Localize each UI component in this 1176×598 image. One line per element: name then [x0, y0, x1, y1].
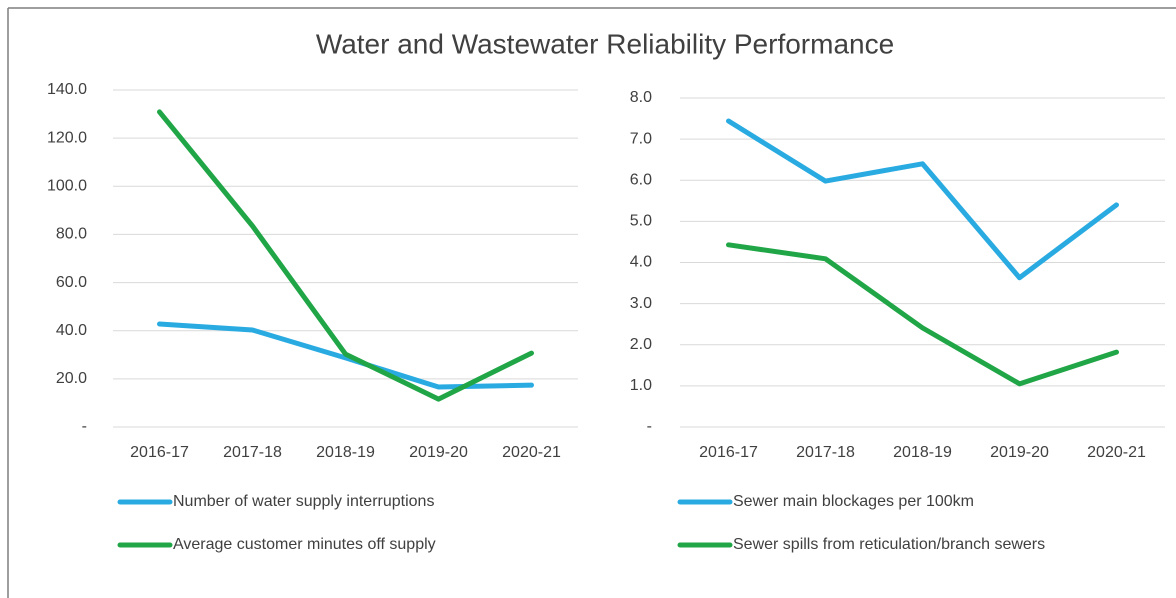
- y-tick-label: 4.0: [630, 254, 652, 271]
- series-line: [726, 118, 1119, 281]
- legend-label: Sewer main blockages per 100km: [733, 493, 974, 510]
- y-tick-label: 60.0: [56, 274, 87, 291]
- x-tick-label: 2019-20: [409, 444, 468, 461]
- y-tick-label: 120.0: [47, 129, 87, 146]
- y-tick-label: 8.0: [630, 89, 652, 106]
- x-tick-label: 2016-17: [699, 444, 758, 461]
- y-tick-label: 5.0: [630, 213, 652, 230]
- y-tick-label: 6.0: [630, 171, 652, 188]
- x-tick-label: 2018-19: [316, 444, 375, 461]
- y-tick-label: 3.0: [630, 295, 652, 312]
- legend-label: Average customer minutes off supply: [173, 536, 436, 553]
- chart-title: Water and Wastewater Reliability Perform…: [316, 28, 894, 59]
- y-tick-label: -: [82, 418, 87, 435]
- y-tick-label: 140.0: [47, 81, 87, 98]
- y-tick-label: 80.0: [56, 226, 87, 243]
- legend-label: Number of water supply interruptions: [173, 493, 434, 510]
- y-tick-label: 7.0: [630, 130, 652, 147]
- x-tick-label: 2020-21: [502, 444, 561, 461]
- x-tick-label: 2017-18: [223, 444, 282, 461]
- x-tick-label: 2017-18: [796, 444, 855, 461]
- y-tick-label: 2.0: [630, 336, 652, 353]
- x-tick-label: 2018-19: [893, 444, 952, 461]
- legend-label: Sewer spills from reticulation/branch se…: [733, 536, 1045, 553]
- series-line: [726, 242, 1119, 387]
- x-tick-label: 2016-17: [130, 444, 189, 461]
- y-tick-label: -: [647, 418, 652, 435]
- y-tick-label: 1.0: [630, 377, 652, 394]
- x-tick-label: 2019-20: [990, 444, 1049, 461]
- y-tick-label: 100.0: [47, 178, 87, 195]
- y-tick-label: 40.0: [56, 322, 87, 339]
- y-tick-label: 20.0: [56, 370, 87, 387]
- series-line: [157, 109, 534, 402]
- x-tick-label: 2020-21: [1087, 444, 1146, 461]
